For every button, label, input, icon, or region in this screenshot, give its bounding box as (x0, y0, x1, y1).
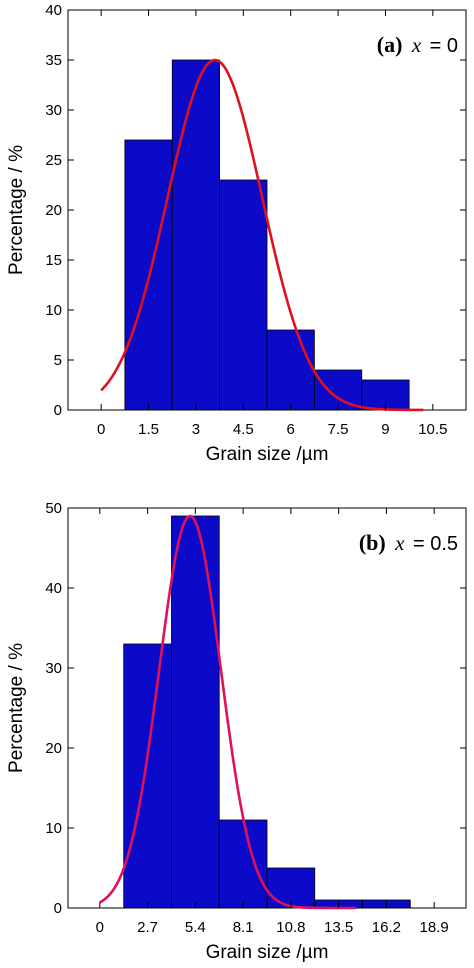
y-tick-label: 25 (45, 152, 62, 169)
x-tick-label: 6 (287, 421, 295, 438)
y-tick-label: 40 (45, 580, 62, 597)
panel-value-b: = 0.5 (413, 533, 458, 555)
x-axis-label-a: Grain size /µm (206, 444, 329, 465)
x-tick-label: 9 (381, 421, 389, 438)
x-tick-labels-a: 0 1.5 3 4.5 6 7.5 9 10.5 (97, 421, 447, 438)
panel-tag-a: (a) (377, 32, 403, 57)
x-tick-label: 8.1 (233, 919, 254, 936)
bar (266, 329, 315, 411)
x-axis-label-b: Grain size /µm (206, 942, 329, 963)
chart-panel-b: 0 2.7 5.4 8.1 10.8 13.5 16.2 18.9 0 10 20 30 40 50 G… (6, 500, 467, 963)
panel-variable-b: x (394, 531, 405, 555)
x-tick-label: 13.5 (324, 919, 353, 936)
bars-b (123, 515, 411, 909)
x-tick-label: 7.5 (328, 421, 349, 438)
y-tick-label: 15 (45, 252, 62, 269)
x-tick-label: 10.5 (418, 421, 447, 438)
x-tick-label: 0 (96, 919, 104, 936)
x-tick-label: 2.7 (137, 919, 158, 936)
y-tick-label: 20 (45, 740, 62, 757)
y-tick-label: 0 (54, 402, 62, 419)
y-tick-label: 10 (45, 302, 62, 319)
bars-a (124, 59, 410, 411)
bar (313, 369, 363, 411)
y-tick-label: 30 (45, 102, 62, 119)
y-tick-label: 5 (54, 352, 62, 369)
bar (218, 819, 268, 909)
y-tick-label: 20 (45, 202, 62, 219)
bar (219, 179, 268, 411)
x-tick-label: 1.5 (138, 421, 159, 438)
panel-label-b: (b) x = 0.5 (359, 530, 458, 555)
y-tick-label: 50 (45, 500, 62, 517)
y-tick-labels-a: 0 5 10 15 20 25 30 35 40 (45, 2, 62, 419)
bar (171, 515, 220, 909)
x-tick-label: 5.4 (185, 919, 206, 936)
bar (123, 643, 172, 909)
y-tick-labels-b: 0 10 20 30 40 50 (45, 500, 62, 917)
x-tick-label: 16.2 (372, 919, 401, 936)
x-tick-labels-b: 0 2.7 5.4 8.1 10.8 13.5 16.2 18.9 (96, 919, 449, 936)
y-axis-label-b: Percentage / % (6, 643, 27, 773)
gaussian-fit-curve-b (99, 514, 357, 910)
x-tick-label: 10.8 (276, 919, 305, 936)
gaussian-fit-curve-a (100, 58, 424, 412)
x-tick-label: 3 (192, 421, 200, 438)
bar (171, 59, 221, 411)
chart-panel-a: 0 1.5 3 4.5 6 7.5 9 10.5 0 5 10 15 20 25 30 35 40 Grain… (6, 2, 467, 465)
x-tick-label: 0 (97, 421, 105, 438)
panel-label-a: (a) x = 0 (377, 32, 458, 57)
ticks-a (68, 9, 466, 411)
y-tick-label: 30 (45, 660, 62, 677)
y-tick-label: 35 (45, 52, 62, 69)
y-tick-label: 40 (45, 2, 62, 19)
y-tick-label: 10 (45, 820, 62, 837)
y-axis-label-a: Percentage / % (6, 145, 27, 275)
panel-variable-a: x (411, 33, 422, 57)
bar (124, 139, 173, 411)
panel-value-a: = 0 (430, 35, 458, 57)
x-tick-label: 4.5 (233, 421, 254, 438)
y-tick-label: 0 (54, 900, 62, 917)
ticks-b (68, 507, 466, 909)
panel-tag-b: (b) (359, 530, 386, 555)
x-tick-label: 18.9 (420, 919, 449, 936)
bar (266, 867, 316, 909)
